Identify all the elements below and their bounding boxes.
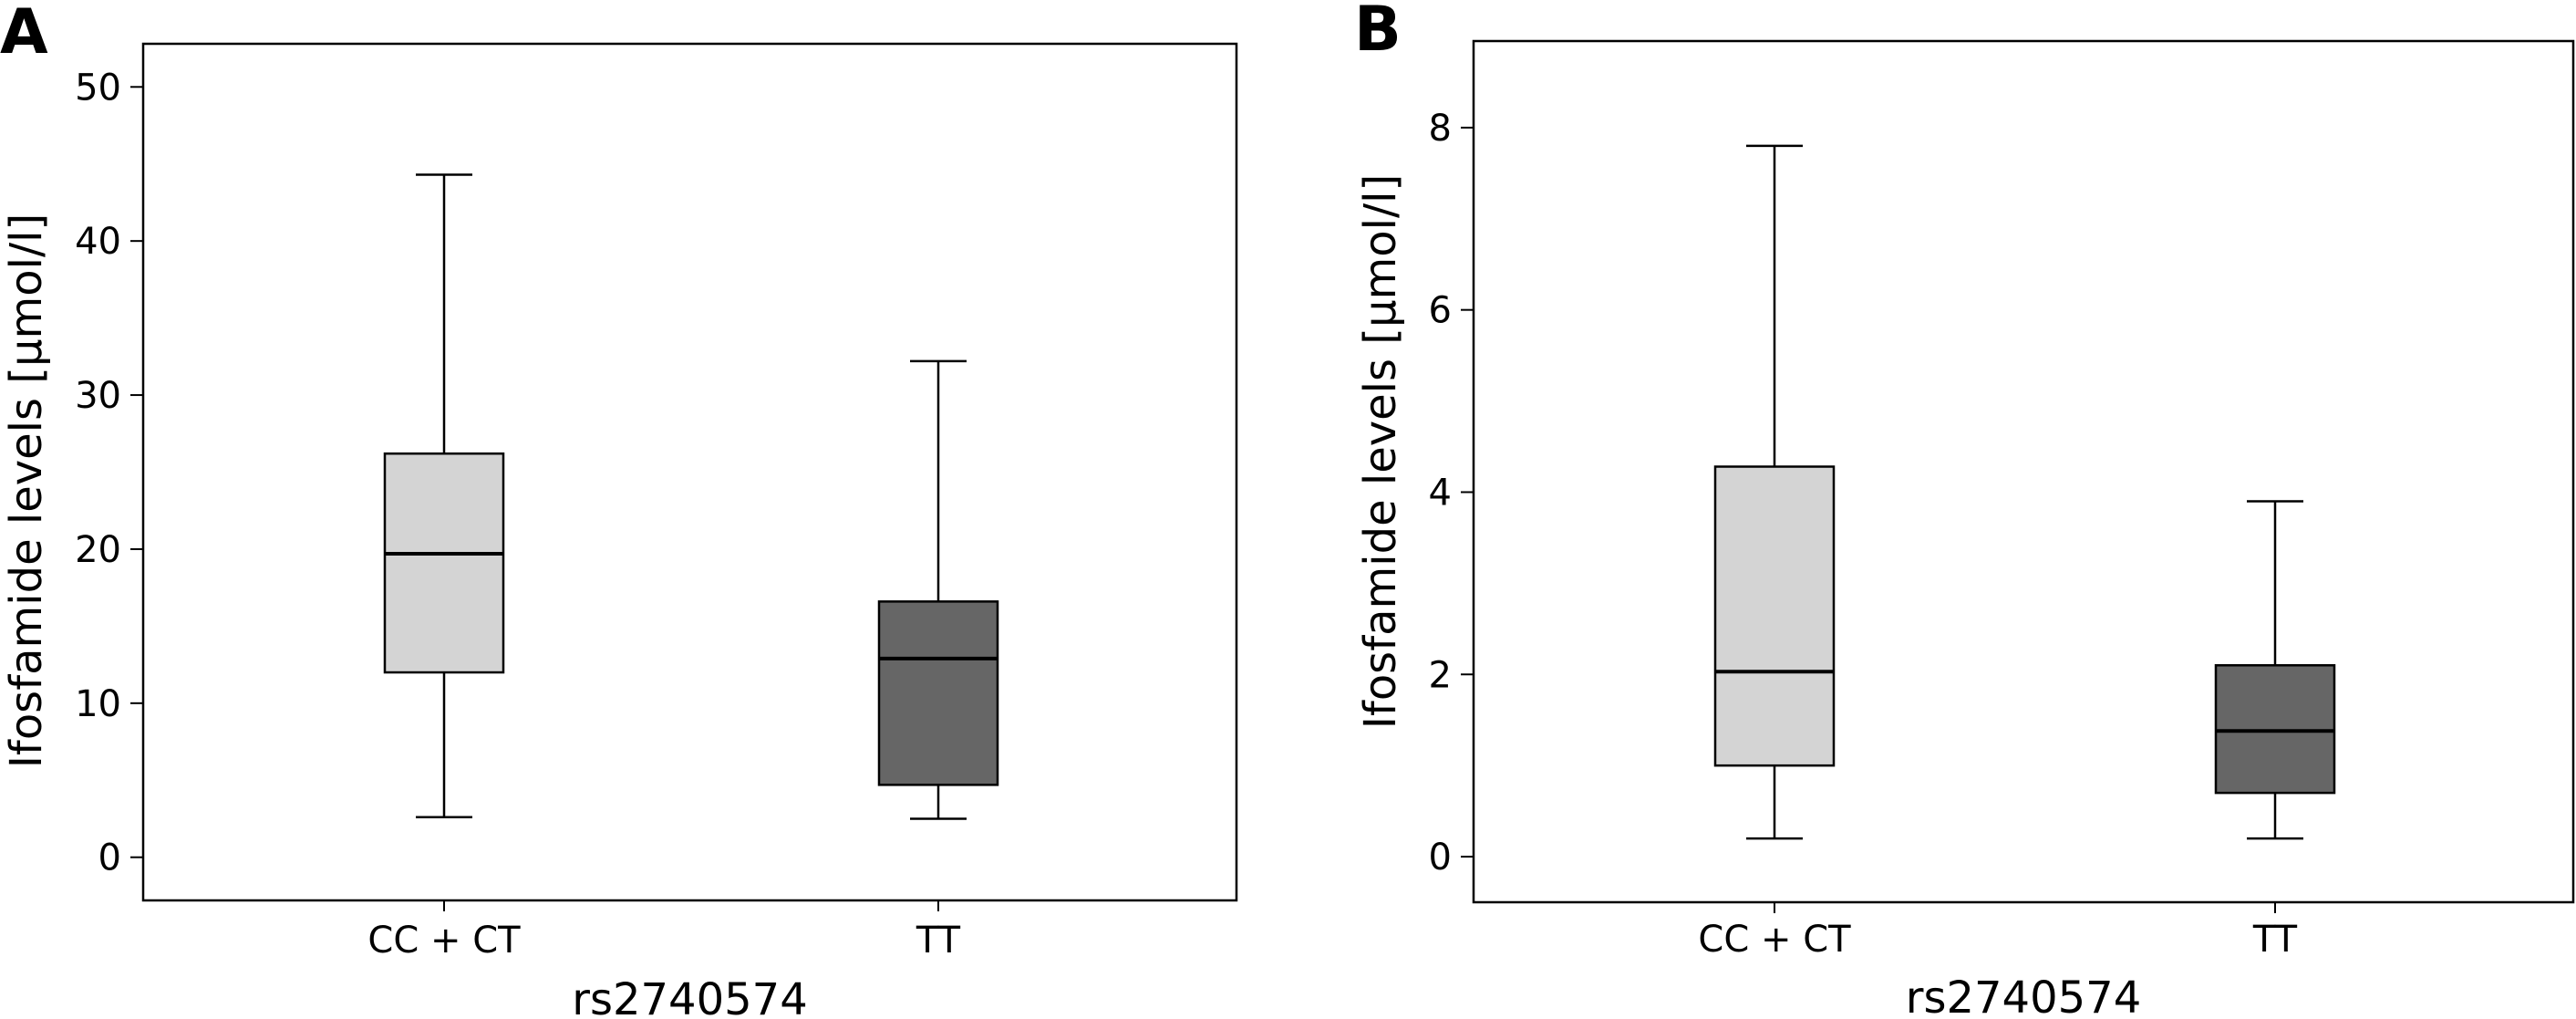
- chart-panel-a: A 0 10 20 30 40 50 CC + CT TT rs2740574 Ifosfamide…: [0, 0, 1238, 1019]
- x-category-label: TT: [916, 920, 961, 962]
- x-axis-title: rs2740574: [1906, 972, 2142, 1019]
- x-category-label: TT: [2252, 919, 2298, 961]
- y-tick-label: 20: [75, 529, 121, 571]
- y-tick-label: 10: [75, 683, 121, 725]
- iqr-box: [1713, 465, 1836, 767]
- x-axis-title: rs2740574: [572, 974, 808, 1019]
- y-tick-label: 0: [98, 837, 121, 879]
- y-axis-title: Ifosfamide levels [µmol/l]: [1, 213, 52, 768]
- y-tick-label: 6: [1429, 290, 1452, 332]
- box-cc-ct: [1713, 144, 1836, 840]
- x-category-label: CC + CT: [367, 920, 521, 962]
- plot-frame: [141, 42, 1238, 902]
- y-tick-label: 0: [1429, 837, 1452, 879]
- y-tick-label: 2: [1429, 654, 1452, 696]
- chart-panel-b: B 0 2 4 6 8 CC + CT TT rs2740574 Ifosfamide level…: [1354, 0, 2575, 1019]
- x-category-label: CC + CT: [1698, 919, 1851, 961]
- y-tick-label: 30: [75, 375, 121, 417]
- plot-frame: [1472, 39, 2575, 904]
- y-tick-label: 40: [75, 221, 121, 263]
- panel-letter: B: [1354, 0, 1402, 66]
- iqr-box: [383, 452, 505, 674]
- box-cc-ct: [383, 173, 505, 819]
- panel-letter: A: [0, 0, 48, 68]
- y-tick-label: 8: [1429, 108, 1452, 150]
- iqr-box: [877, 600, 999, 786]
- y-axis-title: Ifosfamide levels [µmol/l]: [1355, 174, 1406, 729]
- y-tick-label: 50: [75, 67, 121, 109]
- box-tt: [877, 359, 999, 820]
- box-tt: [2214, 500, 2336, 840]
- y-tick-label: 4: [1429, 472, 1452, 514]
